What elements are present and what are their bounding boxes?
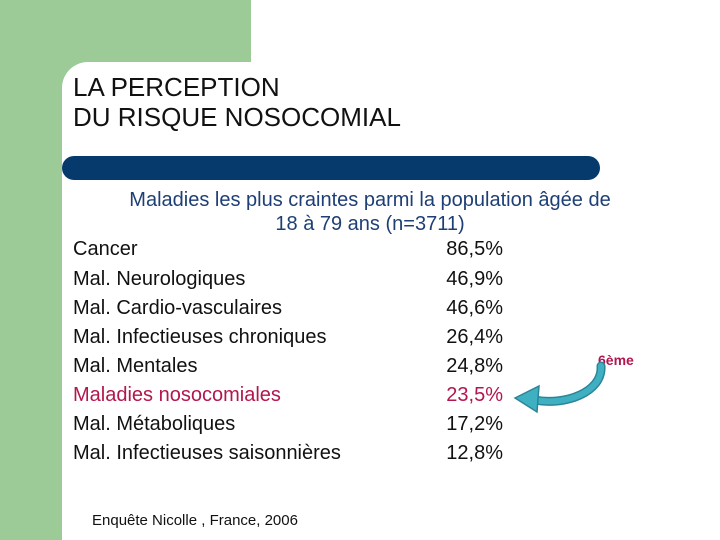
percentage-value: 46,9% (446, 268, 503, 290)
curved-arrow-icon (513, 361, 606, 414)
source-citation: Enquête Nicolle , France, 2006 (92, 512, 298, 529)
table-caption: Maladies les plus craintes parmi la popu… (70, 188, 670, 236)
disease-label: Mal. Infectieuses saisonnières (73, 442, 341, 464)
percentage-value: 26,4% (446, 326, 503, 348)
rank-annotation: 6ème (598, 352, 634, 368)
table-row: Mal. Mentales 24,8% (73, 351, 503, 381)
table-row: Mal. Neurologiques 46,9% (73, 264, 503, 294)
disease-label: Mal. Neurologiques (73, 268, 246, 290)
slide-title-line-1: LA PERCEPTION (73, 72, 280, 102)
disease-label: Mal. Métaboliques (73, 413, 236, 435)
percentage-value: 12,8% (446, 442, 503, 464)
percentage-value: 86,5% (446, 238, 503, 260)
disease-label: Mal. Cardio-vasculaires (73, 297, 282, 319)
table-row: Cancer 86,5% (73, 234, 503, 264)
table-row-highlighted: Maladies nosocomiales 23,5% (73, 380, 503, 410)
disease-label: Mal. Mentales (73, 355, 198, 377)
percentage-value: 24,8% (446, 355, 503, 377)
table-row: Mal. Infectieuses chroniques 26,4% (73, 322, 503, 352)
percentage-value: 23,5% (446, 384, 503, 406)
slide-title: LA PERCEPTION DU RISQUE NOSOCOMIAL (73, 72, 401, 132)
table-caption-line-2: 18 à 79 ans (n=3711) (275, 213, 465, 235)
title-underline-bar (62, 156, 600, 180)
slide-title-line-2: DU RISQUE NOSOCOMIAL (73, 102, 401, 132)
percentage-value: 17,2% (446, 413, 503, 435)
disease-label: Cancer (73, 238, 138, 260)
table-row: Mal. Infectieuses saisonnières 12,8% (73, 438, 503, 468)
table-row: Mal. Cardio-vasculaires 46,6% (73, 293, 503, 323)
disease-label: Mal. Infectieuses chroniques (73, 326, 327, 348)
table-caption-line-1: Maladies les plus craintes parmi la popu… (129, 189, 611, 211)
table-row: Mal. Métaboliques 17,2% (73, 409, 503, 439)
disease-label: Maladies nosocomiales (73, 384, 281, 406)
slide-content-area (62, 62, 720, 540)
percentage-value: 46,6% (446, 297, 503, 319)
